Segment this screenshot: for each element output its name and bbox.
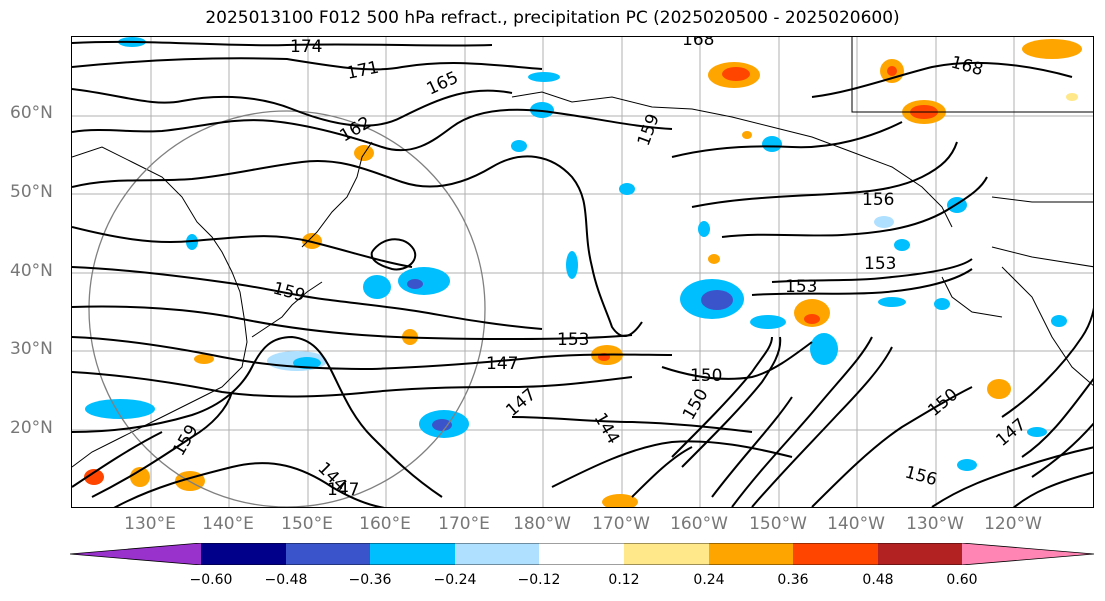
- contour-label: 150: [690, 366, 722, 386]
- contour-label: 162: [337, 113, 375, 147]
- colorbar-segment: [70, 543, 201, 565]
- colorbar-tick: −0.24: [433, 572, 477, 588]
- contour-label: 150: [679, 385, 713, 423]
- contour-label: 168: [949, 53, 986, 81]
- lon-label: 140°E: [202, 514, 254, 534]
- colorbar-segment: [793, 543, 878, 565]
- colorbar: [70, 543, 1095, 565]
- contour-label: 159: [271, 279, 308, 307]
- lon-label: 170°E: [438, 514, 490, 534]
- contour-labels: 174 171 168 165 162 159 156 153 150 147 …: [169, 37, 1030, 500]
- colorbar-tick: −0.36: [348, 572, 392, 588]
- contour-label: 147: [486, 354, 518, 374]
- contour-label: 156: [903, 463, 940, 491]
- colorbar-tick: 0.24: [693, 572, 725, 588]
- colorbar-tick: 0.48: [862, 572, 894, 588]
- contour-label: 153: [557, 330, 589, 350]
- lon-label: 150°W: [749, 514, 807, 534]
- lon-label: 170°W: [592, 514, 650, 534]
- lat-label-60n: 60°N: [10, 103, 53, 123]
- colorbar-tick: −0.48: [264, 572, 308, 588]
- colorbar-segment: [624, 543, 709, 565]
- map-title: 2025013100 F012 500 hPa refract., precip…: [205, 8, 900, 28]
- colorbar-segment: [286, 543, 370, 565]
- lat-label-30n: 30°N: [10, 339, 53, 359]
- lon-label: 130°E: [124, 514, 176, 534]
- colorbar-tick: −0.12: [517, 572, 561, 588]
- lon-label: 160°E: [359, 514, 411, 534]
- lon-label: 150°E: [281, 514, 333, 534]
- lon-label: 140°W: [827, 514, 885, 534]
- colorbar-segment: [709, 543, 793, 565]
- contour-label: 156: [862, 190, 894, 210]
- lon-label: 160°W: [670, 514, 728, 534]
- map-panel: 174 171 168 165 162 159 156 153 150 147 …: [71, 36, 1094, 508]
- coastlines: [72, 37, 1093, 468]
- contour-label: 168: [682, 37, 714, 50]
- contour-label: 159: [169, 421, 203, 459]
- colorbar-segment: [962, 543, 1094, 565]
- colorbar-tick: 0.36: [777, 572, 809, 588]
- colorbar-segment: [201, 543, 286, 565]
- contour-label: 159: [634, 111, 664, 148]
- colorbar-segment: [370, 543, 455, 565]
- contour-label: 153: [864, 254, 896, 274]
- lat-label-20n: 20°N: [10, 418, 53, 438]
- precip-negative-patches: [85, 37, 1067, 471]
- lon-label: 120°W: [984, 514, 1042, 534]
- colorbar-tick: 0.60: [946, 572, 978, 588]
- refractivity-contours: [72, 40, 1093, 507]
- contour-label: 147: [992, 415, 1030, 451]
- colorbar-segment: [539, 543, 624, 565]
- contour-label: 147: [502, 385, 540, 421]
- lon-label: 130°W: [906, 514, 964, 534]
- contour-label: 153: [785, 277, 817, 297]
- contour-label: 171: [345, 58, 381, 84]
- range-circle: [88, 110, 486, 507]
- contour-label: 174: [290, 37, 322, 57]
- contour-label: 150: [924, 385, 962, 421]
- contour-label: 147: [327, 480, 359, 500]
- map-canvas: 174 171 168 165 162 159 156 153 150 147 …: [72, 37, 1093, 507]
- colorbar-tick: 0.12: [608, 572, 640, 588]
- lon-label: 180°W: [513, 514, 571, 534]
- lat-label-40n: 40°N: [10, 261, 53, 281]
- colorbar-segments: [70, 543, 1095, 565]
- colorbar-outline: [70, 543, 1095, 565]
- lat-label-50n: 50°N: [10, 182, 53, 202]
- colorbar-tick: −0.60: [189, 572, 233, 588]
- colorbar-segment: [878, 543, 962, 565]
- colorbar-segment: [455, 543, 539, 565]
- precip-positive-patches: [84, 39, 1082, 507]
- contour-label: 144: [590, 410, 624, 448]
